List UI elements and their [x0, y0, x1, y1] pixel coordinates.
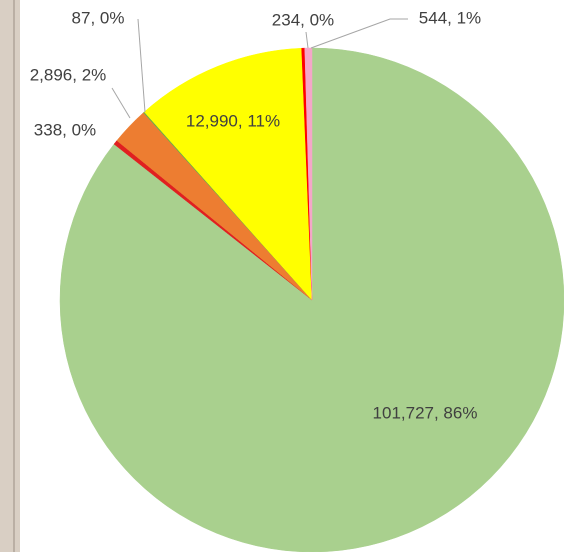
- leader-line: [138, 19, 145, 112]
- data-label: 2,896, 2%: [30, 65, 107, 84]
- data-label: 234, 0%: [272, 10, 334, 29]
- map-strip: [0, 0, 20, 552]
- data-label: 544, 1%: [419, 8, 481, 27]
- data-label: 12,990, 11%: [186, 111, 280, 130]
- data-label: 101,727, 86%: [373, 403, 478, 422]
- data-label: 338, 0%: [34, 120, 96, 139]
- leader-line: [306, 32, 308, 48]
- leader-line: [112, 88, 130, 118]
- data-label: 87, 0%: [72, 8, 125, 27]
- chart: 101,727, 86% 338, 0% 2,896, 2% 87, 0% 12,990…: [0, 0, 564, 552]
